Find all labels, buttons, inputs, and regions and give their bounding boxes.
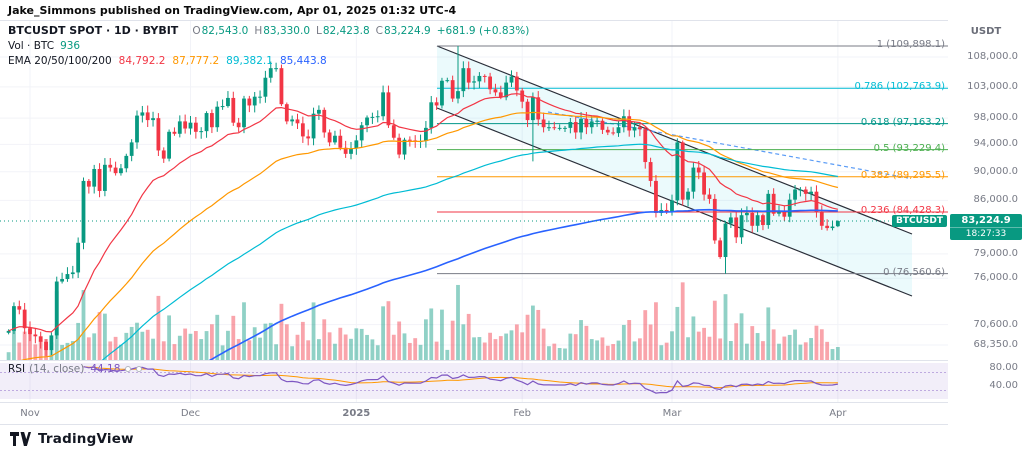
rsi-name: RSI — [8, 363, 26, 375]
price-tick-label: 94,000.0 — [973, 138, 1018, 150]
price-tick-label: 76,000.0 — [973, 272, 1018, 284]
price-tick-label: 79,000.0 — [973, 247, 1018, 259]
attribution-bar: Jake_Simmons published on TradingView.co… — [0, 0, 1024, 20]
price-tick-label: 103,000.0 — [967, 80, 1018, 92]
time-axis-label: Apr — [829, 408, 847, 419]
price-tick-label: 86,000.0 — [973, 194, 1018, 206]
price-tick-label: 70,600.0 — [973, 318, 1018, 330]
tradingview-logo-icon[interactable] — [10, 432, 31, 446]
tradingview-brand-text[interactable]: TradingView — [38, 431, 134, 447]
rsi-tick-label: 80.00 — [989, 362, 1018, 373]
rsi-params: (14, close) — [29, 363, 85, 375]
symbol-title[interactable]: BTCUSDT SPOT · 1D · BYBIT — [8, 24, 179, 37]
attribution-text: Jake_Simmons published on TradingView.co… — [8, 4, 457, 17]
price-tick-label: 68,350.0 — [973, 338, 1018, 350]
price-tick-label: 98,000.0 — [973, 112, 1018, 124]
footer-bar: TradingView — [0, 425, 1024, 453]
rsi-legend: RSI (14, close) 44.18 — [8, 363, 143, 376]
price-line-symbol-badge: BTCUSDT — [891, 215, 947, 228]
rsi-pane — [0, 363, 948, 399]
time-axis-label: Mar — [662, 408, 682, 419]
descending-channel-drawing — [436, 45, 913, 297]
time-axis[interactable]: Nov Dec 2025 Feb Mar Apr — [0, 403, 948, 424]
rsi-anchor-icon[interactable] — [125, 366, 132, 372]
time-axis-label: Feb — [513, 408, 532, 419]
candlestick-series — [6, 46, 840, 357]
volume-bars — [6, 282, 840, 360]
fib-retracement-lines — [437, 45, 948, 275]
ema-lines — [8, 93, 839, 360]
time-axis-label: Nov — [20, 408, 40, 419]
last-price-value: 83,224.9 — [961, 215, 1011, 227]
bar-countdown: 18:27:33 — [950, 227, 1022, 240]
time-axis-label: 2025 — [342, 408, 371, 419]
rsi-tick-label: 40.00 — [989, 380, 1018, 391]
price-scale[interactable]: USDT 108,000.0 103,000.0 98,000.0 94,000.0 9… — [948, 0, 1024, 453]
price-tick-label: 90,000.0 — [973, 165, 1018, 177]
rsi-value: 44.18 — [90, 363, 121, 375]
last-price-badge: 83,224.9 18:27:33 — [950, 214, 1022, 241]
price-scale-currency[interactable]: USDT — [970, 26, 1002, 37]
time-axis-label: Dec — [180, 408, 201, 419]
rsi-anchor-icon[interactable] — [136, 366, 143, 372]
price-tick-label: 108,000.0 — [967, 51, 1018, 62]
